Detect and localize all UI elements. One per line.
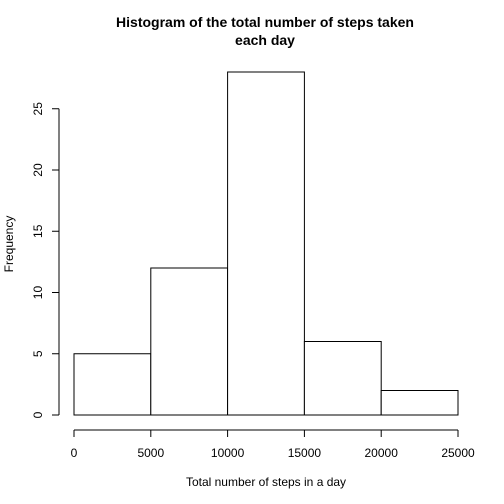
x-tick-label-2: 10000 bbox=[211, 446, 245, 460]
chart-title-line-2: each day bbox=[235, 32, 295, 48]
x-tick-label-0: 0 bbox=[71, 446, 78, 460]
histogram-bar-3 bbox=[303, 341, 382, 416]
x-tick-label-1: 5000 bbox=[137, 446, 164, 460]
histogram-bar-4 bbox=[380, 390, 459, 416]
y-tick-label-1: 5 bbox=[31, 350, 45, 357]
x-tick-label-4: 20000 bbox=[365, 446, 399, 460]
y-tick-label-5: 25 bbox=[31, 102, 45, 116]
bars-group bbox=[73, 71, 459, 416]
y-tick-label-3: 15 bbox=[31, 224, 45, 238]
histogram-bar-0 bbox=[73, 353, 152, 416]
x-axis-label: Total number of steps in a day bbox=[186, 475, 346, 489]
chart-title-line-1: Histogram of the total number of steps t… bbox=[116, 14, 414, 30]
x-tick-label-5: 25000 bbox=[441, 446, 475, 460]
y-tick-label-4: 20 bbox=[31, 163, 45, 177]
y-axis-label: Frequency bbox=[2, 216, 16, 273]
histogram-bar-2 bbox=[227, 71, 305, 416]
x-axis: 0 5000 10000 15000 20000 25000 bbox=[71, 429, 475, 460]
histogram-bar-1 bbox=[150, 267, 229, 416]
y-tick-label-2: 10 bbox=[31, 286, 45, 300]
x-tick-label-3: 15000 bbox=[288, 446, 322, 460]
y-tick-label-0: 0 bbox=[31, 411, 45, 418]
y-axis: 0 5 10 15 20 25 bbox=[31, 102, 60, 418]
